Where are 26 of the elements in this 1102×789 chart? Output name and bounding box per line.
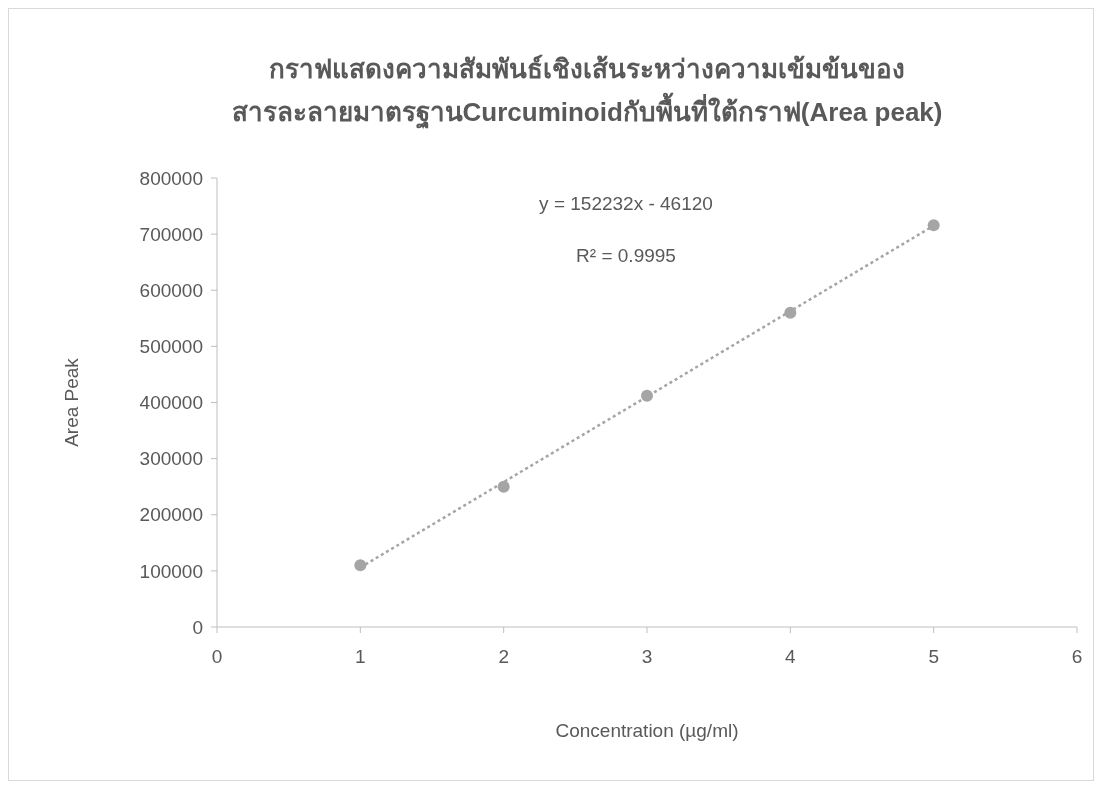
annotation: R² = 0.9995: [576, 245, 676, 266]
point: [497, 480, 510, 493]
point: [354, 559, 367, 572]
y-tick-label: 700000: [139, 223, 203, 245]
x-tick-label: 1: [355, 646, 366, 667]
x-axis-title: Concentration (µg/ml): [555, 720, 739, 741]
y-tick-label: 400000: [139, 392, 203, 414]
y-axis-title: Area Peak: [61, 357, 82, 447]
y-tick-label: 0: [192, 616, 203, 638]
x-tick-label: 6: [1071, 646, 1083, 667]
point: [641, 389, 653, 402]
x-tick-label: 0: [211, 646, 223, 667]
y-tick-label: 800000: [139, 167, 203, 189]
x-tick-label: 4: [785, 646, 797, 667]
y-tick-label: 100000: [139, 560, 203, 582]
y-tick-label: 300000: [139, 448, 203, 470]
x-tick-label: 3: [641, 646, 653, 667]
y-tick-label: 500000: [139, 336, 203, 358]
chart-title: กราฟแสดงความสัมพันธ์เชิงเส้นระหว่างความเข้มข้นของ สารละลายมาตรฐานCurcuminoidกับพื้นที่ใต้กราฟ(Area peak): [231, 54, 943, 130]
point: [784, 306, 797, 319]
y-tick-label: 200000: [139, 504, 203, 526]
x-tick-label: 2: [498, 646, 509, 667]
annotation: y = 152232x - 46120: [539, 193, 713, 214]
x-tick-label: 5: [928, 646, 939, 667]
y-tick-label: 600000: [139, 279, 203, 301]
point: [927, 219, 940, 232]
